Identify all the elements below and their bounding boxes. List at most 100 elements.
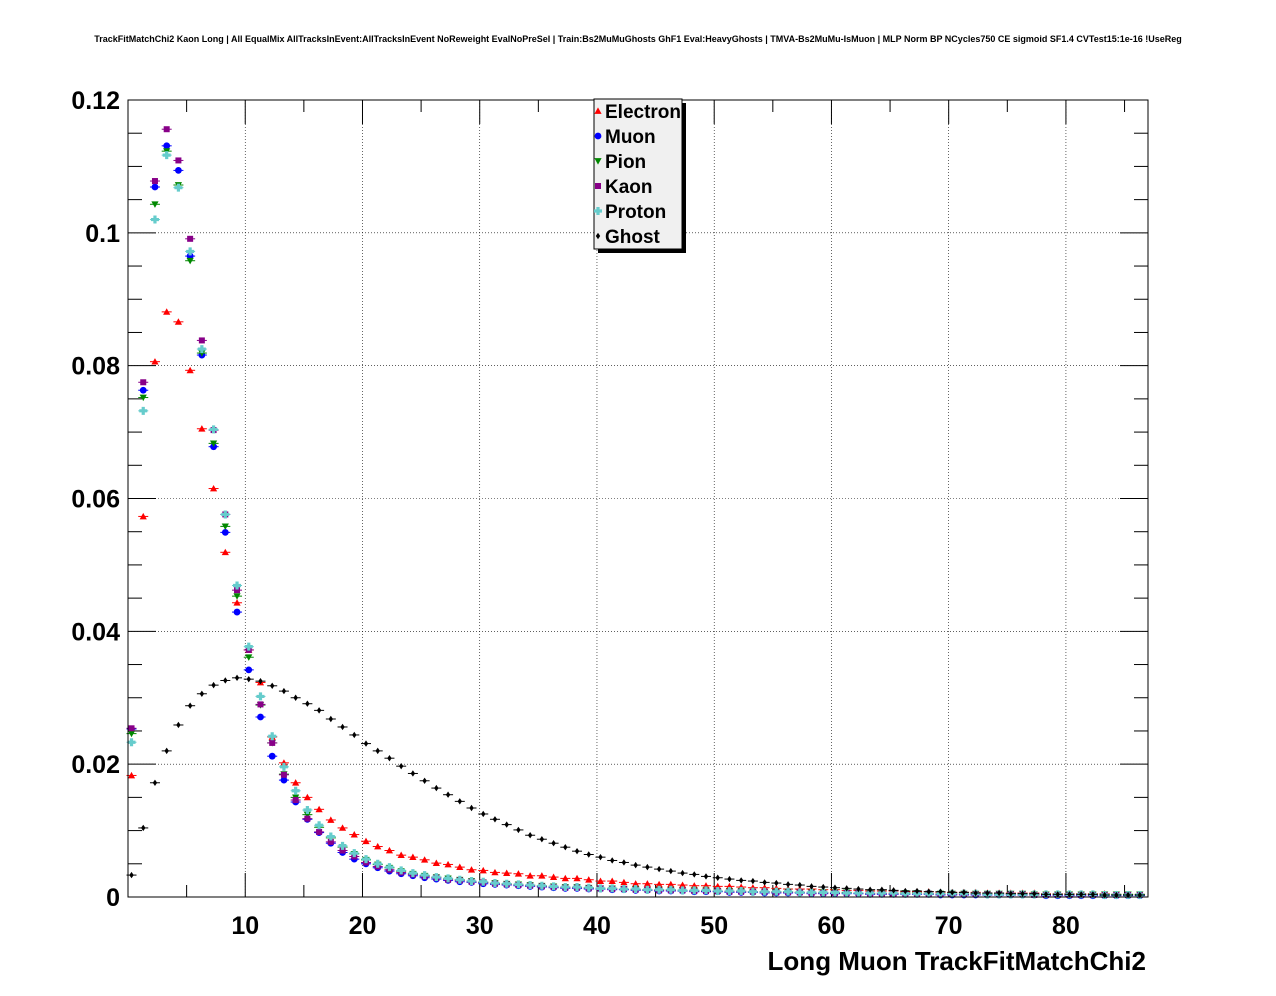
data-point <box>549 882 558 891</box>
data-point <box>304 815 311 822</box>
data-point <box>338 841 347 850</box>
data-point <box>714 882 722 890</box>
data-point <box>363 740 369 747</box>
data-point <box>514 870 523 877</box>
data-point <box>269 739 276 746</box>
data-point <box>596 884 605 893</box>
data-point <box>830 888 839 897</box>
data-point <box>973 889 978 897</box>
legend-label: Muon <box>605 127 656 148</box>
data-point <box>221 510 230 519</box>
data-point <box>516 826 521 834</box>
data-point <box>527 832 533 839</box>
data-point <box>481 810 486 818</box>
data-point <box>140 379 147 386</box>
series-ghost <box>126 674 1145 899</box>
data-point <box>877 889 886 898</box>
data-point <box>221 528 229 536</box>
data-point <box>1020 890 1025 897</box>
data-point <box>221 523 229 530</box>
data-point <box>362 855 370 864</box>
data-point <box>573 874 581 882</box>
data-point <box>1102 891 1107 899</box>
data-point <box>561 883 570 892</box>
data-point <box>748 887 757 896</box>
data-point <box>374 842 382 850</box>
data-point <box>727 875 732 883</box>
data-point <box>832 884 838 891</box>
data-point <box>303 811 311 819</box>
data-point <box>563 843 568 851</box>
data-point <box>387 754 392 762</box>
data-point <box>256 692 265 701</box>
data-point <box>186 252 194 260</box>
data-point <box>1114 891 1119 899</box>
data-point <box>175 167 182 174</box>
data-point <box>211 681 216 689</box>
data-point <box>257 701 264 708</box>
data-point <box>409 853 417 861</box>
x-axis-title: Long Muon TrackFitMatchChi2 <box>768 946 1146 976</box>
data-point <box>619 885 628 894</box>
data-point <box>809 883 814 890</box>
data-point <box>760 887 769 896</box>
legend-label: Kaon <box>605 177 653 198</box>
data-point <box>303 793 311 801</box>
data-point <box>338 824 347 831</box>
data-point <box>175 157 182 164</box>
chart-title: TrackFitMatchChi2 Kaon Long | All EqualM… <box>94 34 1182 44</box>
data-point <box>127 738 136 747</box>
data-point <box>444 860 452 868</box>
data-series <box>126 126 1145 900</box>
data-point <box>223 677 228 684</box>
data-point <box>455 875 464 884</box>
data-point <box>632 880 640 887</box>
data-point <box>434 784 439 792</box>
x-tick-label: 40 <box>583 912 611 940</box>
data-point <box>725 882 734 890</box>
data-point <box>867 886 873 893</box>
data-point <box>537 881 546 890</box>
data-point <box>645 863 650 871</box>
data-point <box>738 877 744 884</box>
data-point <box>479 866 487 874</box>
data-point <box>139 386 147 394</box>
data-point <box>1067 891 1072 898</box>
data-point <box>198 425 206 432</box>
data-point <box>631 885 640 894</box>
data-point <box>750 877 756 885</box>
data-point <box>795 888 804 897</box>
data-point <box>1055 891 1060 898</box>
data-point <box>713 887 722 896</box>
legend-label: Electron <box>605 102 681 123</box>
data-point <box>469 804 474 812</box>
data-point <box>421 856 429 863</box>
data-point <box>608 877 616 884</box>
data-point <box>385 846 394 854</box>
data-point <box>666 885 675 894</box>
x-tick-label: 10 <box>231 912 259 940</box>
data-point <box>538 872 546 879</box>
y-tick-label: 0 <box>106 884 120 912</box>
data-point <box>821 883 826 891</box>
x-tick-label: 30 <box>466 912 494 940</box>
data-point <box>327 838 334 845</box>
data-point <box>398 762 404 770</box>
data-point <box>128 725 135 732</box>
data-point <box>280 759 288 766</box>
data-point <box>503 869 511 876</box>
data-point <box>186 257 194 265</box>
data-point <box>526 872 534 879</box>
data-point <box>655 885 664 894</box>
data-point <box>174 183 183 192</box>
data-point <box>610 857 615 864</box>
data-point <box>842 889 851 898</box>
data-point <box>667 880 675 888</box>
data-point <box>352 731 357 739</box>
data-point <box>456 863 464 870</box>
data-point <box>268 732 277 741</box>
data-point <box>397 851 405 859</box>
data-point <box>141 824 146 832</box>
data-point <box>151 178 158 185</box>
legend-marker <box>594 132 602 140</box>
